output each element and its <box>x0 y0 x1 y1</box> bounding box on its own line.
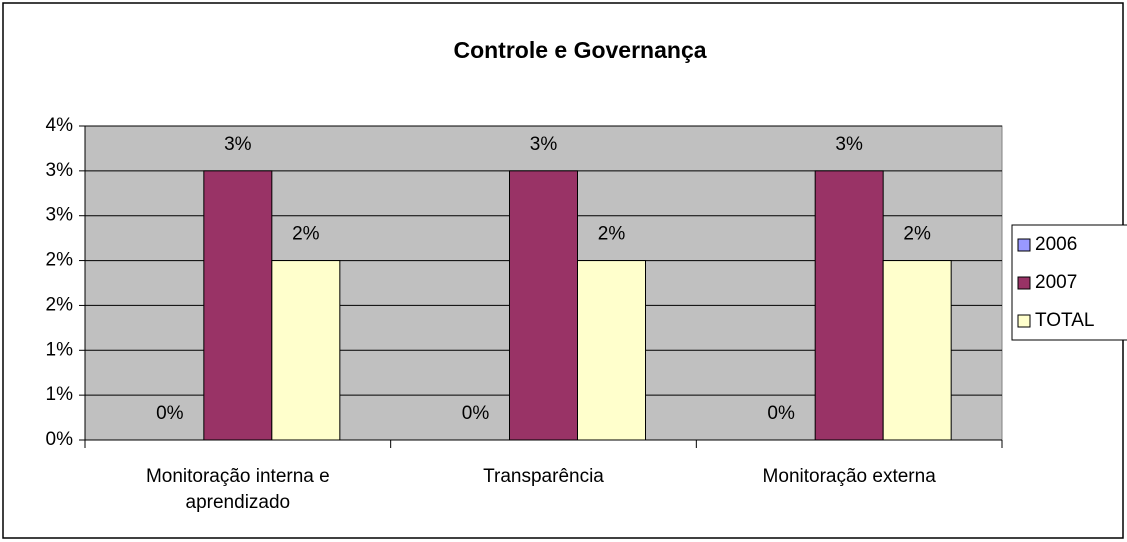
data-label: 0% <box>156 403 184 424</box>
y-tick-label: 1% <box>46 339 74 360</box>
x-tick-label: Transparência <box>483 466 604 487</box>
legend-box <box>1011 224 1127 341</box>
y-tick-label: 0% <box>46 429 74 450</box>
y-tick-label: 2% <box>46 294 74 315</box>
bar <box>577 260 646 441</box>
data-label: 3% <box>530 134 558 155</box>
y-tick-label: 4% <box>46 115 74 136</box>
data-label: 2% <box>598 224 626 245</box>
data-label: 0% <box>462 403 490 424</box>
data-label: 3% <box>224 134 252 155</box>
bar <box>203 170 273 441</box>
legend-label: TOTAL <box>1035 310 1094 331</box>
data-label: 2% <box>292 224 320 245</box>
y-tick-label: 1% <box>46 384 74 405</box>
legend-label: 2007 <box>1035 272 1077 293</box>
data-label: 2% <box>903 224 931 245</box>
legend-swatch <box>1017 314 1031 328</box>
x-tick-label: Monitoração interna e aprendizado <box>145 466 330 513</box>
bar <box>271 260 341 441</box>
data-label: 3% <box>835 134 863 155</box>
y-tick-label: 2% <box>46 250 74 271</box>
legend-swatch <box>1017 238 1031 252</box>
y-tick-label: 3% <box>46 160 74 181</box>
legend-swatch <box>1017 276 1031 290</box>
y-tick-label: 3% <box>46 205 74 226</box>
data-label: 0% <box>767 403 795 424</box>
chart-title: Controle e Governança <box>453 37 706 63</box>
bar <box>882 260 952 441</box>
bar <box>509 170 578 441</box>
legend-label: 2006 <box>1035 234 1077 255</box>
bar <box>814 170 884 441</box>
x-tick-label: Monitoração externa <box>762 466 936 487</box>
